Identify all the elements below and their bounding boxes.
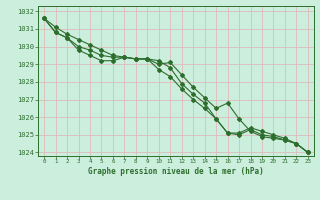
X-axis label: Graphe pression niveau de la mer (hPa): Graphe pression niveau de la mer (hPa) — [88, 167, 264, 176]
